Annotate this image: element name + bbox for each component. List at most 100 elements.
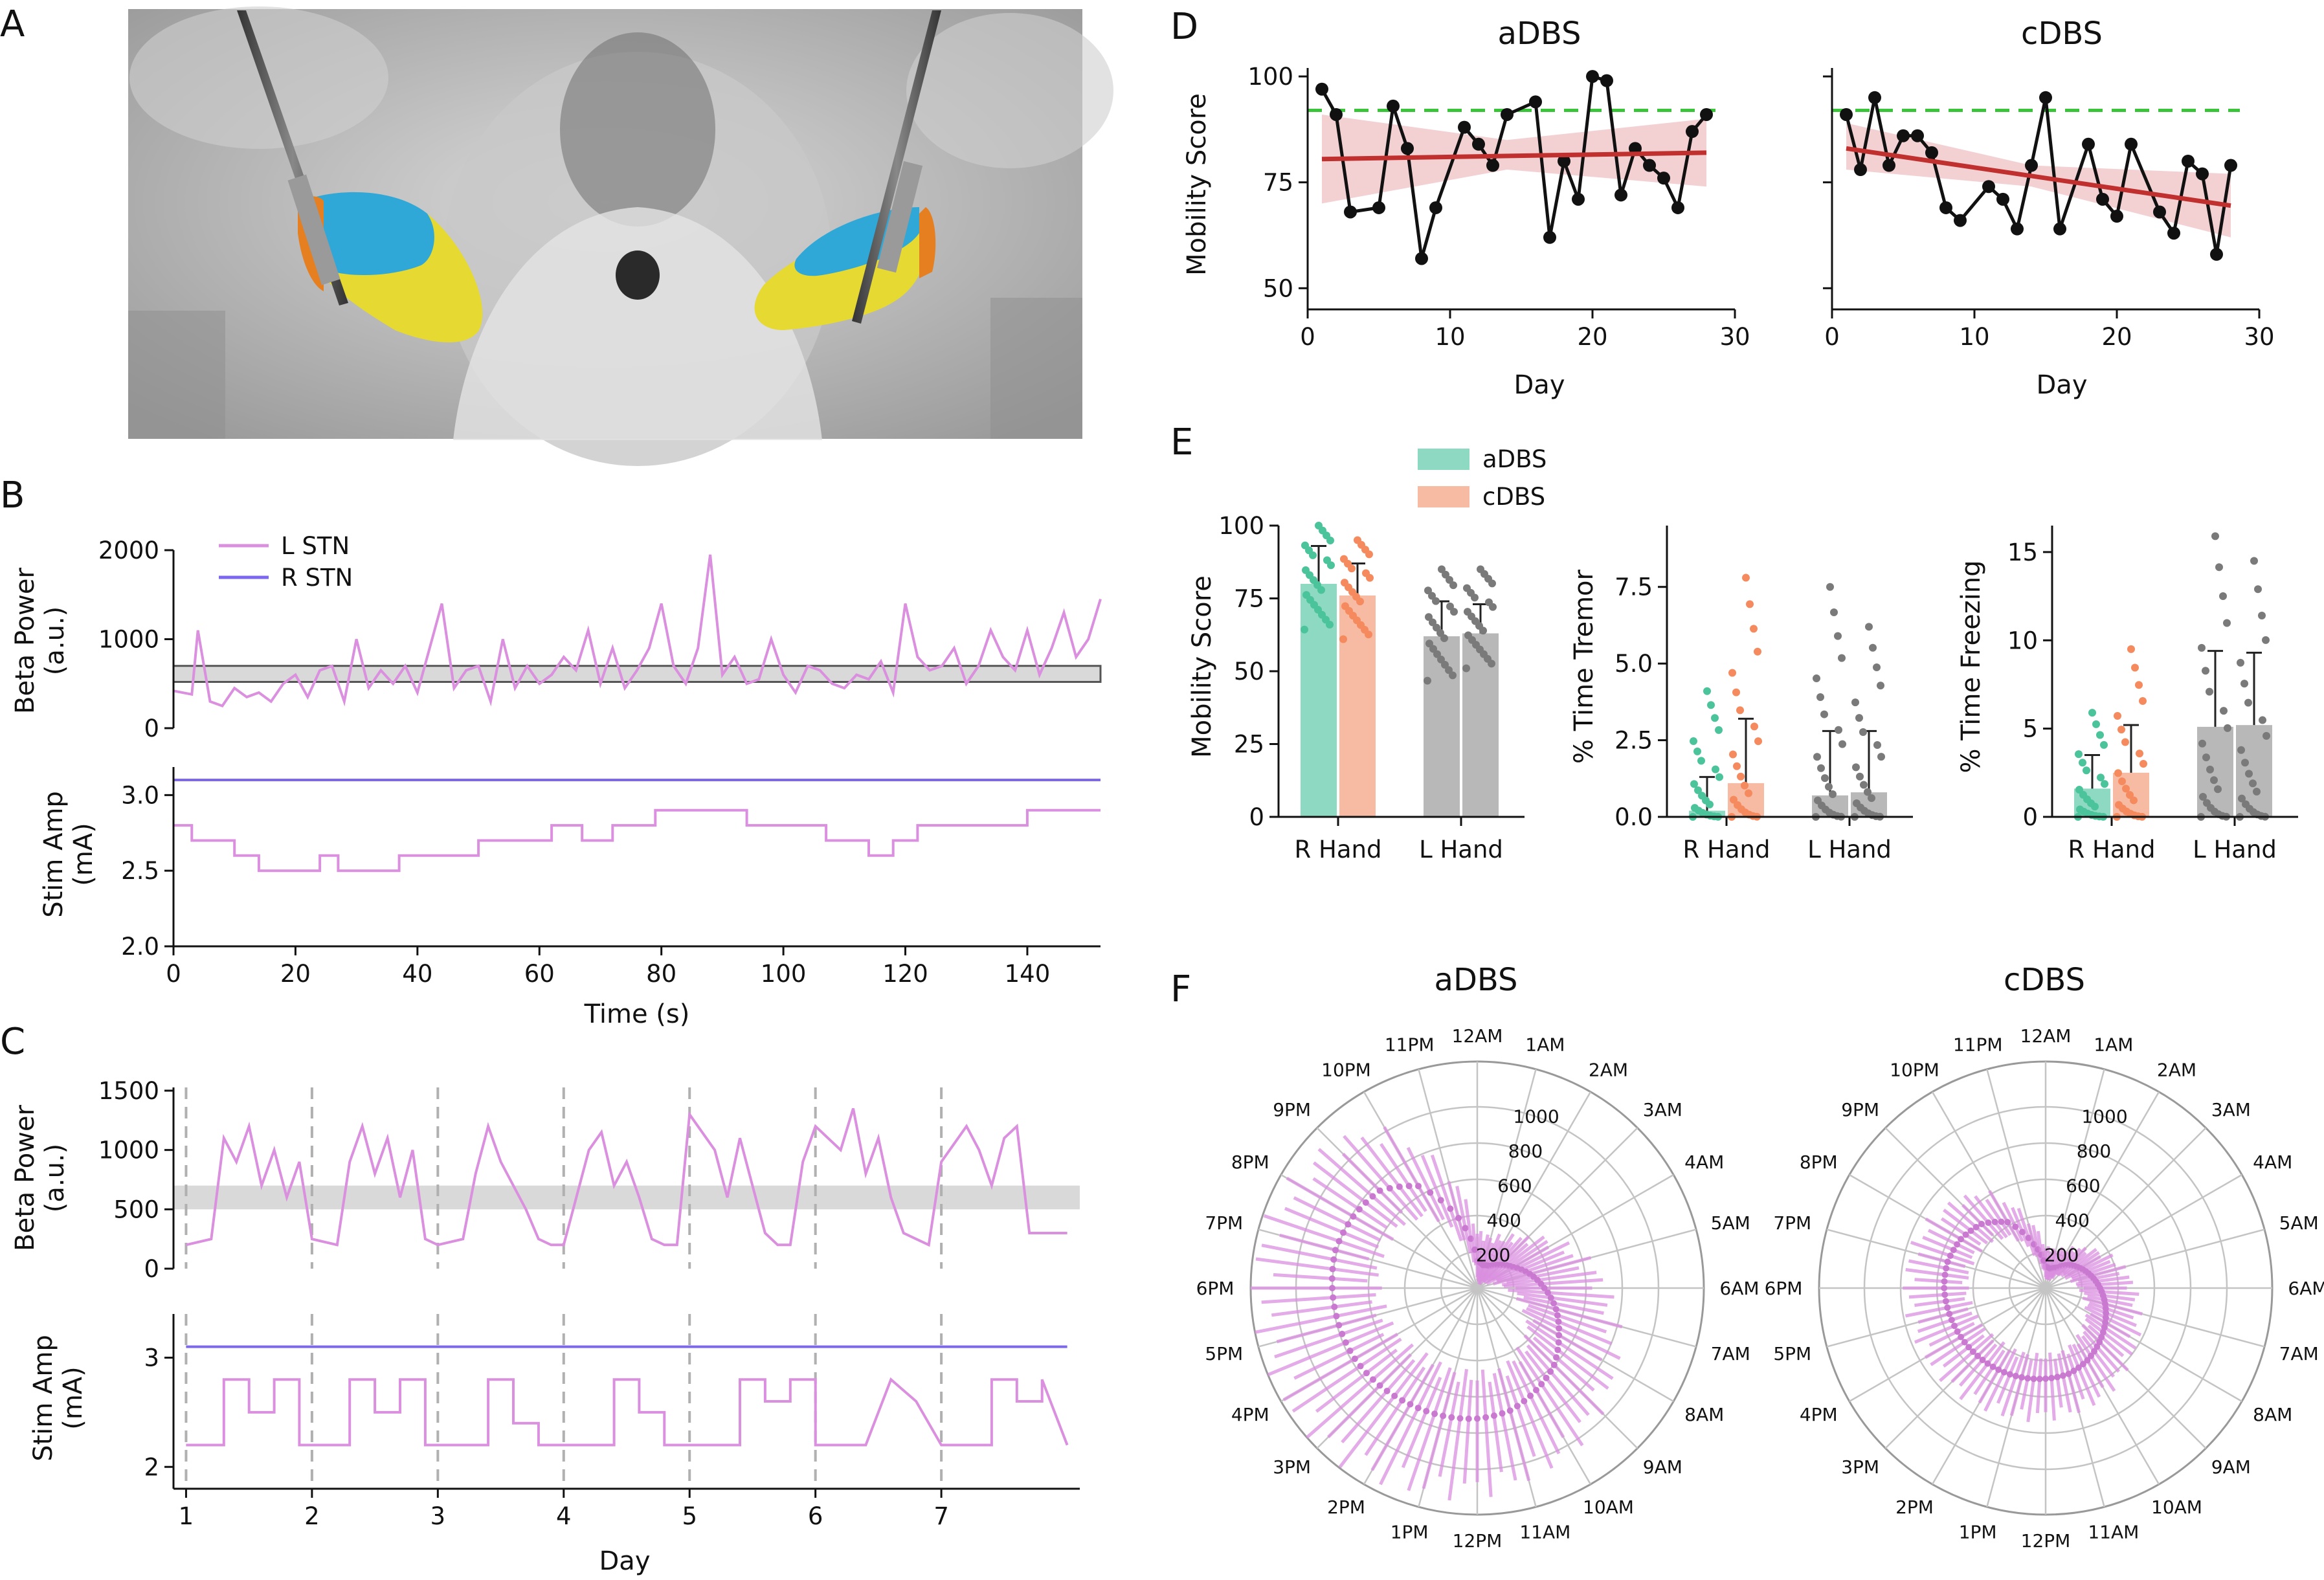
b-x-tick-label: 140 xyxy=(1005,960,1051,988)
polar-mean-point xyxy=(1951,1322,1958,1330)
polar-spread-bar xyxy=(2070,1260,2111,1279)
polar-spread-bar xyxy=(2017,1208,2037,1256)
polar-mean-point xyxy=(1330,1256,1337,1263)
x-tick-label: L Hand xyxy=(1419,836,1503,863)
polar-mean-point xyxy=(1979,1357,1986,1364)
polar-spread-bar xyxy=(1315,1348,1398,1413)
data-point xyxy=(1865,623,1873,631)
d-x-tick-label: 10 xyxy=(1959,323,1989,351)
panel-letter-f: F xyxy=(1170,968,1191,1010)
mobility-score-point xyxy=(1982,180,1995,194)
panel-d-cdbs-plot: cDBS 0 10 20 30 xyxy=(1823,16,2275,351)
polar-mean-point xyxy=(1506,1407,1514,1414)
polar-mean-point xyxy=(1415,1183,1422,1190)
polar-mean-point xyxy=(1944,1258,1951,1265)
polar-mean-point xyxy=(1553,1354,1560,1361)
polar-mean-point xyxy=(1351,1355,1358,1363)
hour-label: 12PM xyxy=(1453,1530,1503,1552)
data-point xyxy=(1302,566,1310,574)
data-point xyxy=(1813,753,1821,761)
polar-mean-point xyxy=(2040,1257,2048,1264)
polar-spread-bar xyxy=(1447,1368,1468,1501)
data-point xyxy=(1817,764,1825,772)
mobility-score-point xyxy=(1529,95,1542,109)
hour-label: 2AM xyxy=(2157,1059,2196,1080)
data-point xyxy=(1736,706,1744,715)
d-x-tick-label: 20 xyxy=(1577,323,1607,351)
c-beta-y-tick-label: 0 xyxy=(144,1255,159,1283)
polar-mean-point xyxy=(1961,1339,1968,1346)
polar-spread-bar xyxy=(2082,1296,2143,1316)
polar-mean-point xyxy=(2102,1314,2109,1321)
mobility-score-point xyxy=(1558,154,1570,168)
polar-mean-point xyxy=(1954,1241,1961,1248)
polar-mean-point xyxy=(1947,1252,1954,1260)
hour-label: 11AM xyxy=(1519,1522,1570,1543)
polar-spread-bar xyxy=(1497,1368,1531,1482)
polar-spread-bar xyxy=(2084,1306,2142,1337)
polar-spread-bar xyxy=(1950,1339,1994,1383)
data-point xyxy=(1463,584,1471,592)
polar-mean-point xyxy=(1332,1247,1339,1254)
polar-spread-bar xyxy=(1312,1177,1388,1229)
panel-letter-a: A xyxy=(0,3,25,45)
data-point xyxy=(1693,747,1701,755)
polar-mean-point xyxy=(2079,1361,2086,1368)
polar-mean-point xyxy=(1995,1366,2002,1374)
polar-mean-point xyxy=(2101,1324,2108,1331)
cdbs-title: cDBS xyxy=(2021,16,2103,52)
polar-spread-bar xyxy=(1341,1359,1416,1443)
beta-power-ylabel-1: Beta Power xyxy=(10,568,40,714)
data-point xyxy=(1477,565,1484,573)
polar-spread-bar xyxy=(1917,1311,1972,1333)
d-x-tick-label: 30 xyxy=(1719,323,1750,351)
data-point xyxy=(1464,608,1471,616)
l-stn-stim-trace xyxy=(173,808,1101,873)
polar-mean-point xyxy=(1363,1370,1370,1377)
polar-spread-bar xyxy=(1518,1361,1565,1438)
polar-spread-bar xyxy=(1380,1142,1427,1212)
polar-mean-point xyxy=(1391,1392,1398,1399)
polar-spread-bar xyxy=(1343,1135,1419,1221)
data-point xyxy=(2198,643,2206,652)
polar-spread-bar xyxy=(1480,1369,1493,1497)
data-point xyxy=(1838,654,1846,662)
data-point xyxy=(2139,697,2147,706)
b-stim-y-tick-label: 2.5 xyxy=(121,857,159,885)
mobility-score-point xyxy=(1911,129,1924,142)
c-x-tick-label: 7 xyxy=(933,1502,949,1530)
trend-confidence-band xyxy=(1322,114,1706,204)
data-point xyxy=(1715,726,1723,734)
data-point xyxy=(2237,746,2245,754)
polar-spread-bar xyxy=(1495,1251,1565,1282)
polar-spread-bar xyxy=(1927,1229,1975,1254)
d-x-tick-label: 10 xyxy=(1435,323,1465,351)
polar-mean-point xyxy=(1554,1346,1561,1353)
polar-mean-point xyxy=(1465,1415,1472,1422)
polar-mean-point xyxy=(1447,1205,1454,1212)
data-point xyxy=(1339,635,1347,643)
radial-tick-label: 200 xyxy=(1476,1245,1510,1266)
x-tick-label: R Hand xyxy=(1683,836,1771,863)
data-point xyxy=(1323,556,1331,564)
hour-label: 6AM xyxy=(1719,1278,1759,1299)
polar-mean-point xyxy=(1989,1363,1996,1370)
data-point xyxy=(2211,532,2219,540)
polar-mean-point xyxy=(1941,1271,1949,1278)
polar-mean-point xyxy=(1407,1401,1414,1408)
polar-mean-point xyxy=(2065,1370,2072,1377)
data-point xyxy=(1838,740,1846,748)
polar-mean-point xyxy=(1958,1236,1965,1243)
polar-spread-bar xyxy=(2075,1275,2130,1286)
polar-spread-bar xyxy=(1488,1381,1503,1473)
data-point xyxy=(1464,631,1472,640)
b-x-tick-label: 20 xyxy=(280,960,311,988)
polar-spread-bar xyxy=(1527,1304,1607,1333)
polar-spread-bar xyxy=(1917,1252,1966,1269)
data-point xyxy=(1438,565,1446,573)
polar-mean-point xyxy=(1946,1310,1953,1317)
data-point xyxy=(1873,741,1881,750)
polar-spread-bar xyxy=(2020,1359,2033,1410)
